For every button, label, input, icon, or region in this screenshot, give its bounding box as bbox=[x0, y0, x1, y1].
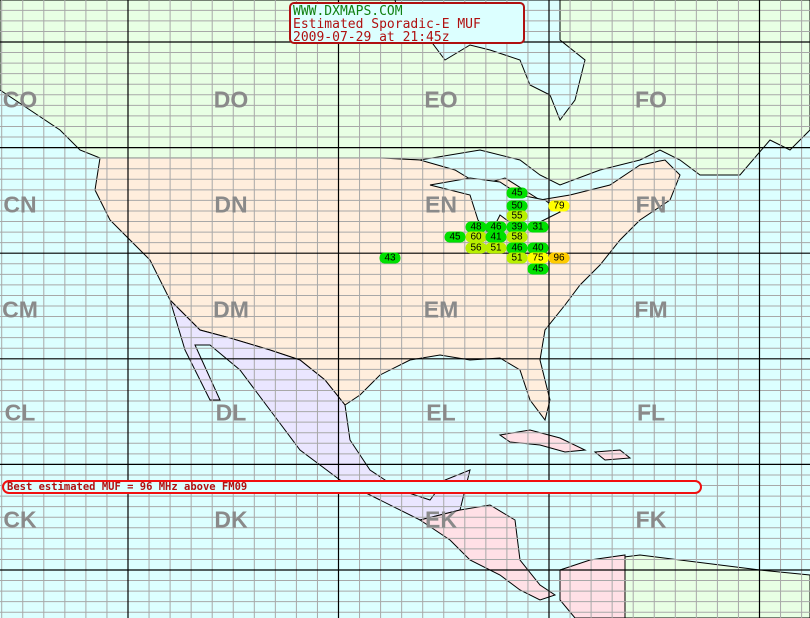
field-label-em: EM bbox=[423, 296, 459, 323]
muf-report-marker[interactable]: 48 bbox=[465, 221, 487, 233]
muf-report-marker[interactable]: 46 bbox=[485, 221, 507, 233]
muf-report-marker[interactable]: 75 bbox=[527, 252, 549, 264]
site-name[interactable]: WWW.DXMAPS.COM bbox=[293, 4, 403, 19]
muf-report-marker[interactable]: 58 bbox=[506, 231, 528, 243]
timestamp: 2009-07-29 at 21:45z bbox=[293, 30, 450, 45]
muf-report-marker[interactable]: 56 bbox=[465, 242, 487, 254]
field-label-dk: DK bbox=[214, 506, 248, 533]
field-label-cn: CN bbox=[3, 191, 37, 218]
muf-report-marker[interactable]: 50 bbox=[506, 200, 528, 212]
field-label-dn: DN bbox=[214, 191, 248, 218]
field-label-fn: FN bbox=[635, 191, 667, 218]
muf-report-marker[interactable]: 45 bbox=[444, 231, 466, 243]
field-label-eo: EO bbox=[424, 86, 458, 113]
field-label-fm: FM bbox=[634, 296, 668, 323]
title-box: WWW.DXMAPS.COM Estimated Sporadic-E MUF … bbox=[289, 2, 525, 44]
field-label-dl: DL bbox=[215, 399, 247, 426]
best-muf-banner: Best estimated MUF = 96 MHz above FM09 bbox=[2, 480, 702, 494]
field-label-ek: EK bbox=[425, 506, 457, 533]
colombia-landmass bbox=[559, 554, 626, 618]
muf-report-marker[interactable]: 51 bbox=[485, 242, 507, 254]
field-label-dm: DM bbox=[213, 296, 249, 323]
field-label-el: EL bbox=[426, 399, 456, 426]
field-label-co: CO bbox=[2, 86, 38, 113]
muf-report-marker[interactable]: 43 bbox=[379, 252, 401, 264]
muf-report-marker[interactable]: 39 bbox=[506, 221, 528, 233]
map-subtitle: Estimated Sporadic-E MUF bbox=[293, 17, 481, 32]
field-label-do: DO bbox=[213, 86, 249, 113]
muf-report-marker[interactable]: 45 bbox=[506, 187, 528, 199]
muf-report-marker[interactable]: 45 bbox=[527, 263, 549, 275]
field-label-en: EN bbox=[425, 191, 457, 218]
field-label-cm: CM bbox=[2, 296, 38, 323]
muf-report-marker[interactable]: 60 bbox=[465, 231, 487, 243]
field-label-cl: CL bbox=[4, 399, 36, 426]
field-label-fo: FO bbox=[635, 86, 667, 113]
muf-report-marker[interactable]: 31 bbox=[527, 221, 549, 233]
canada-alaska-landmass bbox=[0, 0, 810, 186]
field-label-fk: FK bbox=[635, 506, 667, 533]
central-america-landmass bbox=[418, 504, 557, 601]
muf-report-marker[interactable]: 51 bbox=[506, 252, 528, 264]
cuba-island bbox=[498, 429, 587, 453]
muf-report-marker[interactable]: 46 bbox=[506, 242, 528, 254]
muf-report-marker[interactable]: 41 bbox=[485, 231, 507, 243]
muf-report-marker[interactable]: 96 bbox=[548, 252, 570, 264]
field-label-fl: FL bbox=[636, 399, 666, 426]
muf-report-marker[interactable]: 79 bbox=[548, 200, 570, 212]
muf-report-marker[interactable]: 40 bbox=[527, 242, 549, 254]
muf-report-marker[interactable]: 55 bbox=[506, 210, 528, 222]
field-label-ck: CK bbox=[3, 506, 37, 533]
